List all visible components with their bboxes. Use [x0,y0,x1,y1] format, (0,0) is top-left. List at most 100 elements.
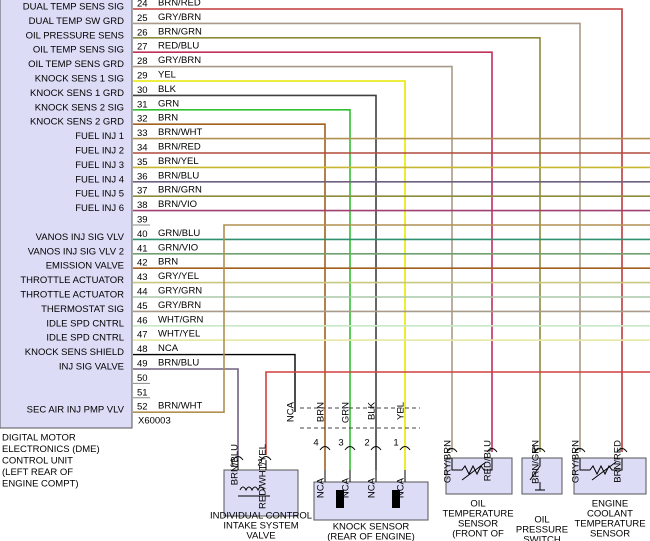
pin-number: 51 [137,387,148,398]
pin-label: THROTTLE ACTUATOR [20,290,124,301]
pin-label: IDLE SPD CNTRL [46,318,124,329]
pin-label: IDLE SPD CNTRL [46,333,124,344]
component-box [573,457,647,495]
pin-label: FUEL INJ 3 [75,160,124,171]
coil [238,486,270,497]
pin-number: 32 [137,114,148,125]
wire-color: NCA [286,401,297,422]
connector-terminal [232,456,244,461]
pin-number: 45 [137,301,148,312]
wire-color: GRY/BRN [158,12,201,23]
component-name: (REAR OF ENGINE) [327,532,415,541]
pin-number: 47 [137,330,148,341]
thermistor [579,458,623,481]
pin-label: FUEL INJ 6 [75,203,124,214]
wire-color: BRN [158,257,178,268]
pin-number: 1 [531,445,536,456]
pin-number: 35 [137,157,148,168]
module-name: CONTROL UNIT [2,456,73,467]
wire-color: NCA [158,343,179,354]
connector-terminal [446,448,458,453]
wire-color: BRN/GRN [531,440,542,484]
wire [265,371,650,455]
wire-color: BRN/GRN [158,26,202,37]
pin-label: KNOCK SENS 1 GRD [30,88,124,99]
pin-number: 1 [229,458,234,469]
wire [133,22,581,452]
pin-label: FUEL INJ 1 [75,131,124,142]
component-name: TEMPERATURE [442,509,513,520]
pin-number: 52 [137,402,148,413]
pin-number: 50 [137,373,148,384]
wire [133,65,453,452]
component-name: SENSOR [458,519,498,530]
module-name: ENGINE COMPT) [2,479,79,490]
switch [529,458,545,491]
wire-color: GRY/BRN [571,440,582,483]
pin-number: 48 [137,344,148,355]
pin-label: INJ SIG VALVE [59,362,124,373]
wire-color: BRN/RED [613,440,624,483]
wire-color: WHT/YEL [158,329,200,340]
wire [133,109,351,470]
wire [133,368,239,460]
wire [133,51,493,452]
pin-number: 29 [137,71,148,82]
pin-label: KNOCK SENS SHIELD [25,347,124,358]
component-name: VALVE [246,531,275,541]
wire-color: BRN/YEL [158,156,199,167]
pin-label: OIL TEMP SENS GRD [28,59,124,70]
pin-number: 36 [137,171,148,182]
pin-label: EMISSION VALVE [46,261,124,272]
component-name: PRESSURE [516,525,568,536]
connector-terminal [319,446,331,451]
component-name: KNOCK SENSOR [333,522,410,533]
pin-wire: NCA [367,477,378,498]
wire-color: YEL [396,402,407,420]
wire-color: BRN/RED [158,142,201,153]
pin-number: 1 [393,438,398,449]
pin-label: FUEL INJ 5 [75,189,124,200]
pin-label: THROTTLE ACTUATOR [20,275,124,286]
wire-color: BRN/GRN [158,185,202,196]
pin-number: 28 [137,56,148,67]
wire [133,224,650,414]
pin-number: 2 [257,458,262,469]
pin-number: 46 [137,315,148,326]
component-name: OIL [470,499,485,510]
pin-label: KNOCK SENS 1 SIG [35,74,124,85]
module-name: (LEFT REAR OF [2,467,73,478]
pin-label: THERMOSTAT SIG [41,304,124,315]
component-name: INTAKE SYSTEM [223,521,298,532]
wire-color: BRN/WHT [158,401,203,412]
wire-color: GRN [158,98,179,109]
wire-color: BRN [316,402,327,422]
pin-label: DUAL TEMP SENS SIG [23,2,124,13]
wire-color: GRY/BRN [443,440,454,483]
pin-label: FUEL INJ 2 [75,146,124,157]
element [392,490,400,508]
wire-color: BRN/BLU [158,358,199,369]
component-name: INDIVIDUAL CONTROL [210,511,312,522]
wire-color: WHT/GRN [158,314,204,325]
wire-color: BRN/WHT [158,127,203,138]
wire-color: BLK [367,401,378,420]
pin-label: DUAL TEMP SW GRD [29,16,125,27]
wire [133,36,541,452]
connector-terminal [534,448,546,453]
connector-terminal [574,448,586,453]
pin-number: 34 [137,143,148,154]
component-name: ENGINE [592,499,628,510]
pin-number: 2 [364,438,369,449]
pin-number: 31 [137,99,148,110]
connector-terminal [616,448,628,453]
pin-number: 44 [137,287,148,298]
element [336,490,344,508]
pin-label: OIL PRESSURE SENS [26,30,124,41]
wire [133,123,326,470]
connector-terminal [370,446,382,451]
pin-wire: NCA [396,477,407,498]
wire-color: BRN/RED [158,0,201,9]
pin-number: 38 [137,200,148,211]
